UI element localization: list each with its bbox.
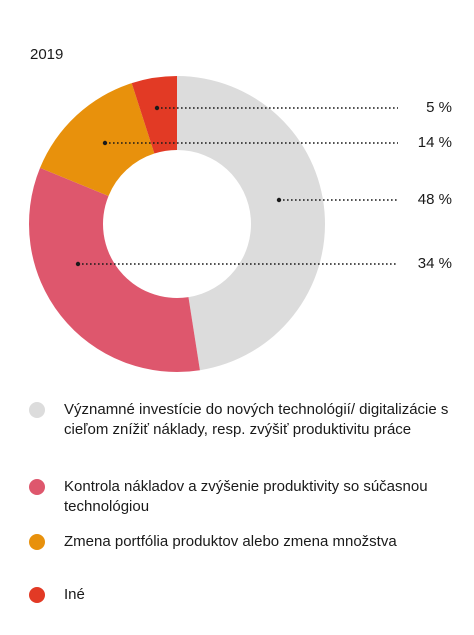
legend-item: Iné xyxy=(29,585,449,605)
donut-slice xyxy=(177,76,326,371)
legend-swatch xyxy=(29,479,45,495)
legend-swatch xyxy=(29,587,45,603)
legend-label: Významné investície do nových technológi… xyxy=(64,401,449,438)
legend-item: Významné investície do nových technológi… xyxy=(29,400,449,460)
legend-item: Kontrola nákladov a zvýšenie produktivit… xyxy=(29,477,449,517)
donut-slice xyxy=(28,167,200,373)
donut-chart xyxy=(28,76,398,373)
chart-legend: Významné investície do nových technológi… xyxy=(29,400,449,605)
legend-label: Iné xyxy=(64,586,85,603)
percent-label: 14 % xyxy=(417,134,452,151)
legend-label: Zmena portfólia produktov alebo zmena mn… xyxy=(64,533,397,550)
percent-label: 34 % xyxy=(417,255,452,272)
donut-slice xyxy=(40,83,155,196)
legend-item: Zmena portfólia produktov alebo zmena mn… xyxy=(29,532,449,572)
legend-swatch xyxy=(29,402,45,418)
donut-slice xyxy=(131,76,177,154)
legend-swatch xyxy=(29,534,45,550)
percent-label: 5 % xyxy=(426,99,452,116)
percent-label: 48 % xyxy=(417,191,452,208)
legend-label: Kontrola nákladov a zvýšenie produktivit… xyxy=(64,478,428,515)
chart-year-title: 2019 xyxy=(30,46,64,63)
